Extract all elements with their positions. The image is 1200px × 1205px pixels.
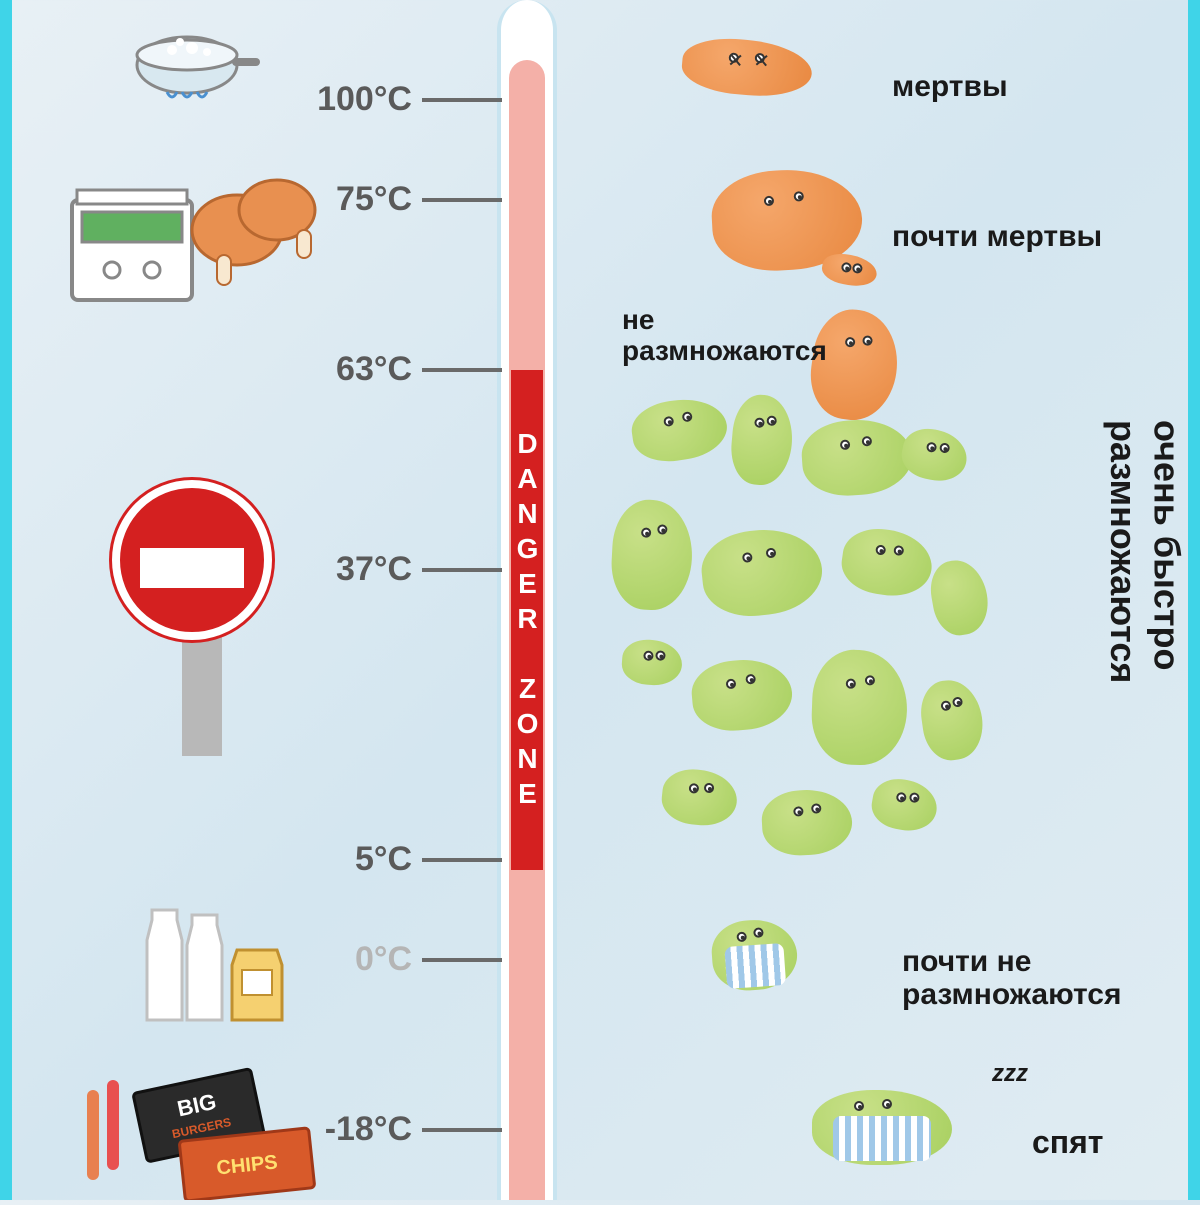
bacteria-blob [760, 788, 853, 858]
status-almost-none: почти неразмножаются [902, 945, 1121, 1011]
status-multiply-fast: очень быстроразмножаются [1102, 420, 1188, 683]
tick-label: 100°C [302, 80, 412, 119]
bacteria-blob [868, 775, 941, 836]
no-entry-circle [112, 480, 272, 640]
tick-label: 5°C [302, 840, 412, 879]
stove-chicken-icon [62, 140, 322, 320]
bacteria-blob [810, 648, 909, 766]
bacteria-blob [917, 676, 988, 764]
frozen-food-icon: BIG BURGERS CHIPS [72, 1060, 332, 1200]
bacteria-blob [898, 424, 972, 486]
tick-label: 0°C [302, 940, 412, 979]
boiling-pot-icon [112, 10, 262, 110]
milk-bottles-icon [122, 890, 302, 1030]
temperature-tick: 100°C [302, 80, 502, 119]
bacteria-blob [820, 250, 879, 289]
bacteria-pajama [812, 1090, 952, 1165]
bacteria-blob [609, 498, 695, 612]
tick-line [422, 958, 502, 962]
bacteria-blob [698, 524, 826, 621]
danger-zone-label: DANGER ZONE [511, 370, 543, 870]
bacteria-blob [838, 524, 936, 601]
temperature-tick: 0°C [302, 940, 502, 979]
bacteria-blob [680, 34, 814, 100]
bacteria-pajama [712, 920, 797, 990]
bacteria-blob [621, 638, 684, 687]
status-not-multiplying: неразмножаются [622, 305, 827, 367]
tick-label: 63°C [302, 350, 412, 389]
bacteria-blob [728, 393, 796, 488]
temperature-tick: -18°C [302, 1110, 502, 1149]
no-entry-sign-icon [112, 480, 292, 740]
status-almost-dead: почти мертвы [892, 220, 1102, 253]
tick-line [422, 98, 502, 102]
tick-line [422, 198, 502, 202]
temperature-tick: 63°C [302, 350, 502, 389]
temperature-tick: 75°C [302, 180, 502, 219]
tick-label: 37°C [302, 550, 412, 589]
tick-line [422, 568, 502, 572]
no-entry-post [182, 636, 222, 756]
tick-line [422, 858, 502, 862]
temperature-tick: 5°C [302, 840, 502, 879]
bacteria-blob [926, 556, 993, 639]
bacteria-blob [689, 656, 795, 734]
bacteria-blob [659, 766, 739, 829]
temperature-tick: 37°C [302, 550, 502, 589]
status-dead: мертвы [892, 70, 1008, 103]
tick-line [422, 1128, 502, 1132]
bacteria-blob [800, 416, 915, 498]
status-sleeping: спят [1032, 1125, 1103, 1160]
tick-line [422, 368, 502, 372]
zzz-text: zzz [992, 1060, 1028, 1088]
no-entry-bar [140, 548, 244, 588]
bacteria-blob [628, 394, 730, 467]
